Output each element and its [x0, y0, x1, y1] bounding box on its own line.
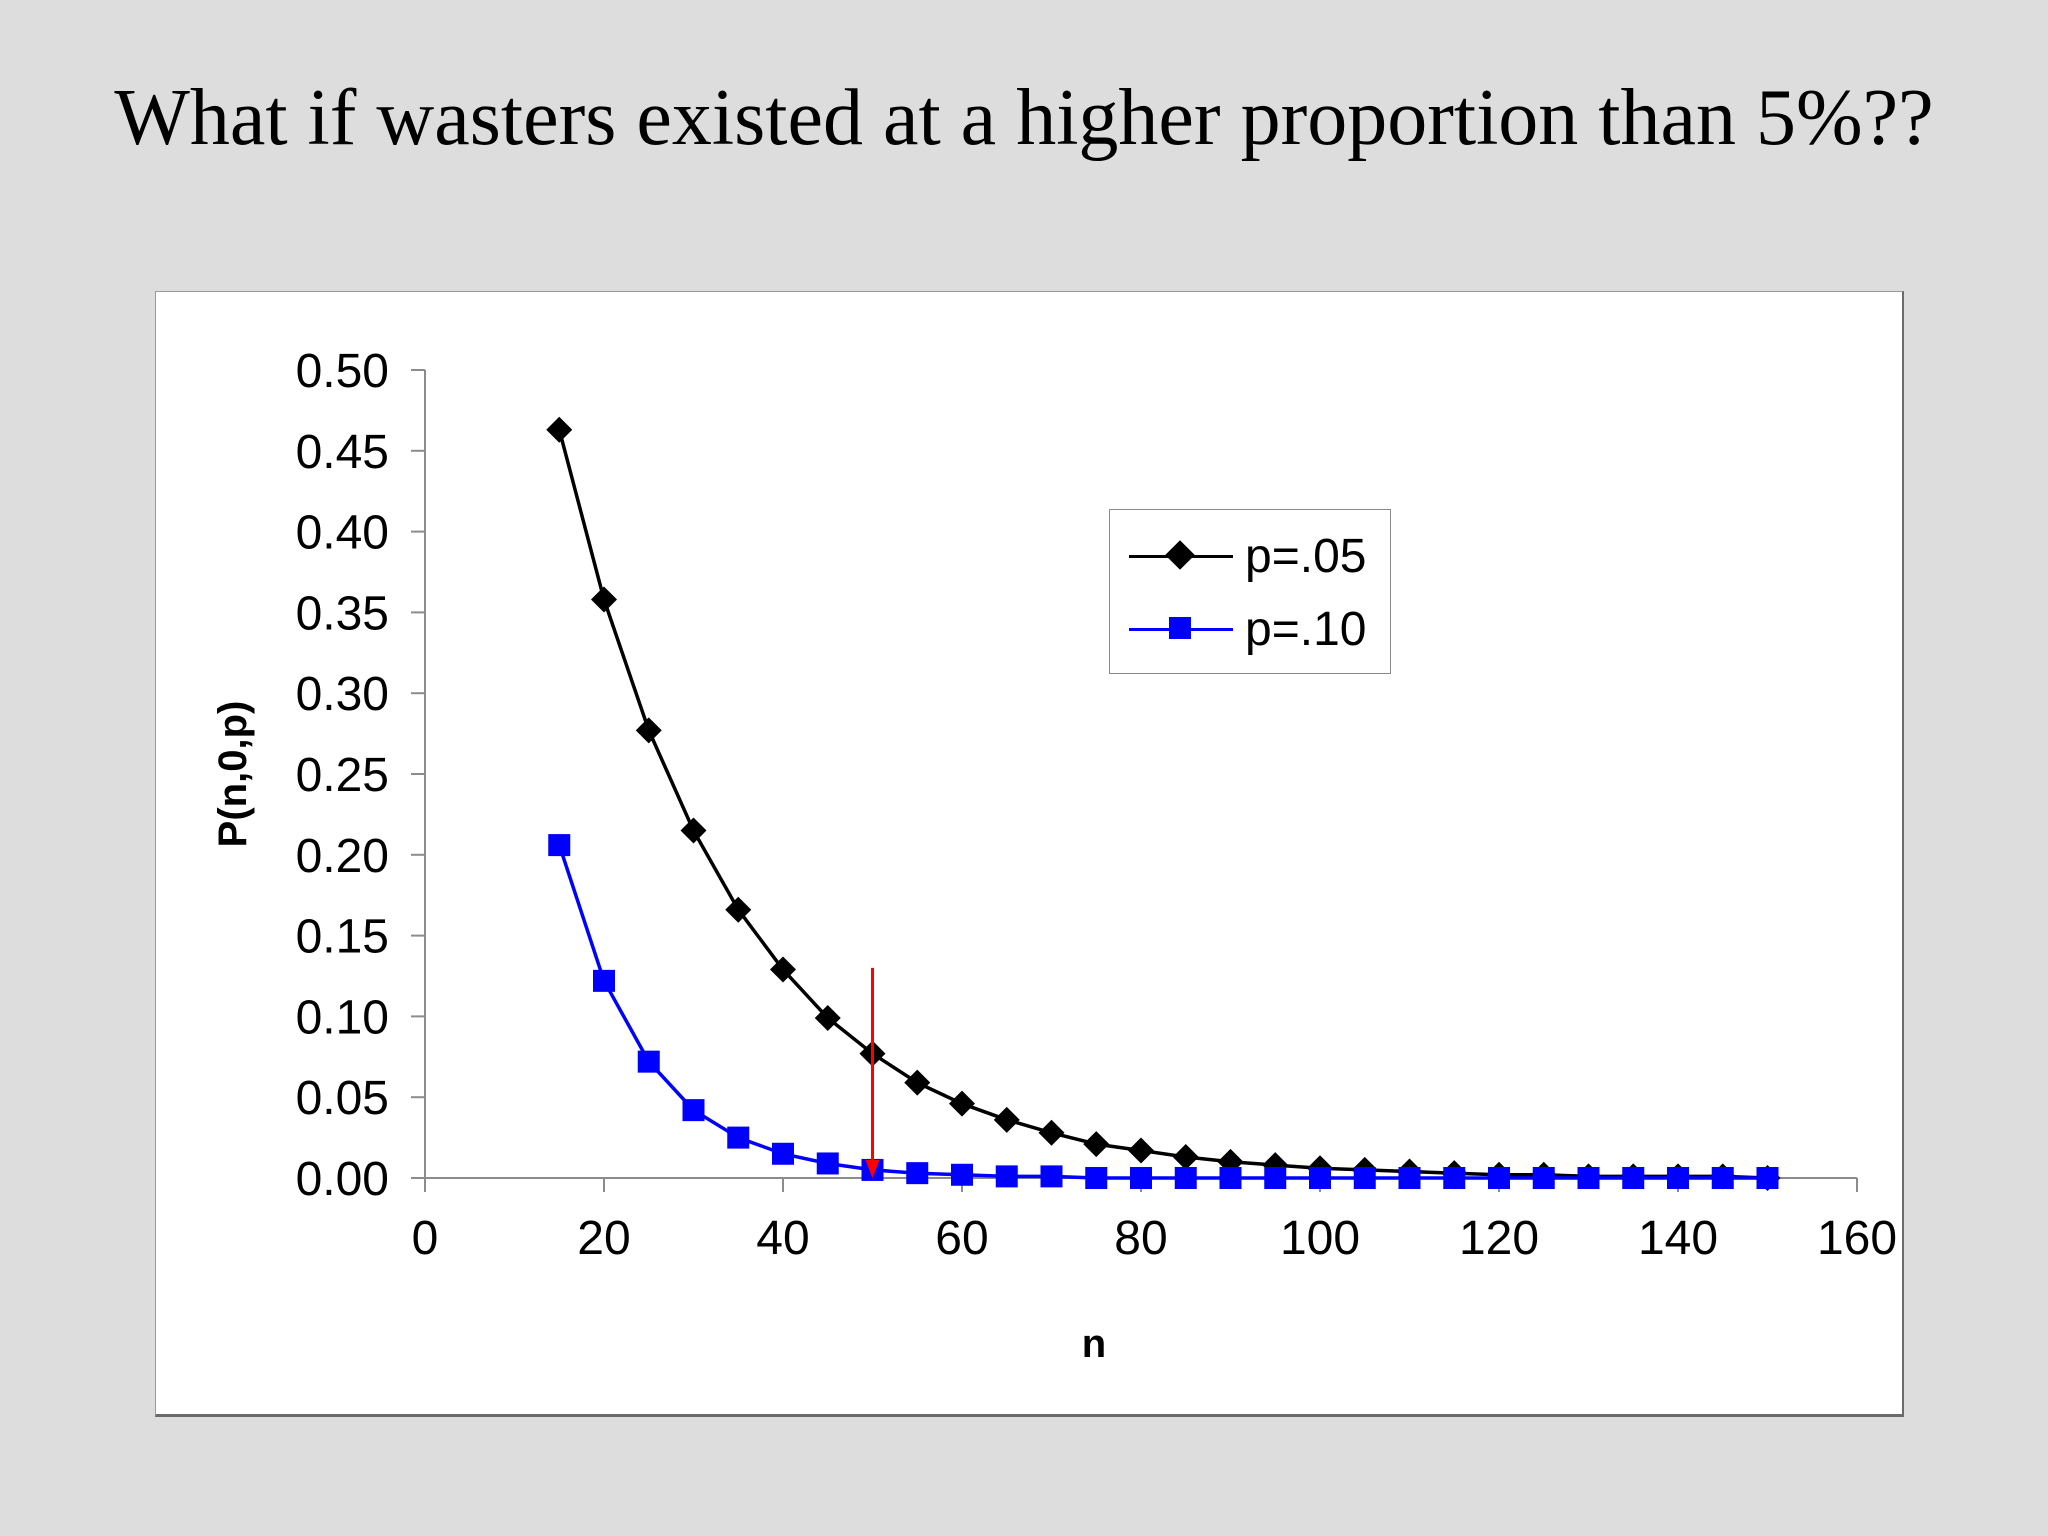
x-tick-label: 120 [1459, 1212, 1539, 1265]
square-marker-icon [1309, 1167, 1331, 1189]
x-tick-label: 80 [1114, 1212, 1167, 1265]
y-tick-label: 0.00 [296, 1153, 389, 1206]
legend-label: p=.05 [1245, 529, 1367, 583]
y-axis-tick-labels: 0.00 0.05 0.10 0.15 0.20 0.25 0.30 0.35 0.40 0.45… [296, 345, 389, 1206]
diamond-marker-icon [1083, 1131, 1110, 1158]
y-tick-label: 0.50 [296, 345, 389, 398]
square-marker-icon [1532, 1167, 1555, 1189]
square-marker-icon [951, 1163, 973, 1186]
diamond-marker-icon [725, 896, 752, 923]
diamond-marker-icon [591, 586, 617, 613]
annotation-layer [865, 967, 880, 1178]
x-tick-label: 0 [412, 1212, 439, 1265]
y-tick-label: 0.40 [296, 507, 389, 560]
square-marker-icon [1756, 1167, 1779, 1189]
y-tick-label: 0.25 [296, 749, 389, 802]
square-marker-icon [637, 1050, 660, 1073]
diamond-marker-icon [635, 717, 662, 744]
diamond-marker-icon [949, 1090, 975, 1117]
chart-legend: p=.05 p=.10 [1109, 509, 1391, 674]
diamond-marker-icon [680, 817, 707, 844]
diamond-marker-icon [1128, 1137, 1154, 1164]
square-marker-icon [548, 834, 571, 857]
square-marker-icon [682, 1099, 705, 1122]
series-line [557, 844, 1768, 1180]
chart-frame [155, 291, 1904, 1417]
y-tick-label: 0.10 [296, 991, 389, 1044]
legend-item-p10: p=.10 [1110, 594, 1390, 664]
square-marker-icon [1169, 617, 1191, 639]
y-tick-label: 0.35 [296, 587, 389, 640]
square-marker-icon [1085, 1167, 1108, 1189]
x-tick-label: 40 [756, 1212, 809, 1265]
square-marker-icon [1577, 1167, 1600, 1189]
x-axis-title: n [1082, 1322, 1106, 1366]
square-marker-icon [1130, 1167, 1152, 1189]
diamond-marker-icon [904, 1069, 931, 1096]
square-marker-icon [1711, 1167, 1734, 1189]
series-line [557, 429, 1768, 1180]
square-marker-icon [1219, 1167, 1242, 1189]
square-marker-icon [1488, 1167, 1510, 1189]
y-tick-label: 0.30 [296, 668, 389, 721]
legend-swatch-p10 [1129, 614, 1233, 644]
square-marker-icon [1040, 1165, 1063, 1188]
square-marker-icon [816, 1152, 839, 1175]
diamond-marker-icon [814, 1005, 841, 1032]
diamond-marker-icon [1038, 1119, 1065, 1146]
square-marker-icon [1398, 1167, 1421, 1189]
legend-item-p05: p=.05 [1110, 521, 1390, 591]
square-marker-icon [1353, 1167, 1376, 1189]
red-arrow-icon [865, 967, 880, 1178]
series-layer [546, 416, 1781, 1191]
square-marker-icon [1667, 1167, 1689, 1189]
y-tick-label: 0.45 [296, 426, 389, 479]
y-tick-label: 0.15 [296, 911, 389, 964]
series-p10 [548, 834, 1779, 1189]
x-tick-label: 140 [1638, 1212, 1718, 1265]
x-tick-label: 60 [935, 1212, 988, 1265]
diamond-marker-icon [546, 416, 573, 443]
square-marker-icon [1174, 1167, 1197, 1189]
diamond-marker-icon [1172, 1143, 1199, 1170]
x-tick-label: 160 [1817, 1212, 1897, 1265]
y-axis-title: P(n,0,p) [211, 701, 255, 848]
y-tick-label: 0.20 [296, 830, 389, 883]
legend-label: p=.10 [1245, 602, 1367, 656]
legend-swatch-p05 [1129, 540, 1233, 571]
square-marker-icon [772, 1142, 794, 1165]
diamond-marker-icon [770, 956, 796, 983]
slide-title: What if wasters existed at a higher prop… [114, 74, 1934, 162]
x-tick-label: 20 [577, 1212, 630, 1265]
diamond-marker-icon [993, 1106, 1020, 1133]
square-marker-icon [1622, 1167, 1645, 1189]
square-marker-icon [727, 1126, 750, 1149]
diamond-marker-icon [1165, 540, 1195, 570]
chart-axes [411, 369, 1858, 1192]
y-tick-label: 0.05 [296, 1072, 389, 1125]
x-axis-tick-labels: 0 20 40 60 80 100 120 140 160 [412, 1212, 1897, 1265]
square-marker-icon [1443, 1167, 1466, 1189]
square-marker-icon [906, 1162, 929, 1185]
square-marker-icon [593, 969, 615, 992]
square-marker-icon [1264, 1167, 1287, 1189]
square-marker-icon [995, 1165, 1018, 1188]
x-tick-label: 100 [1280, 1212, 1360, 1265]
